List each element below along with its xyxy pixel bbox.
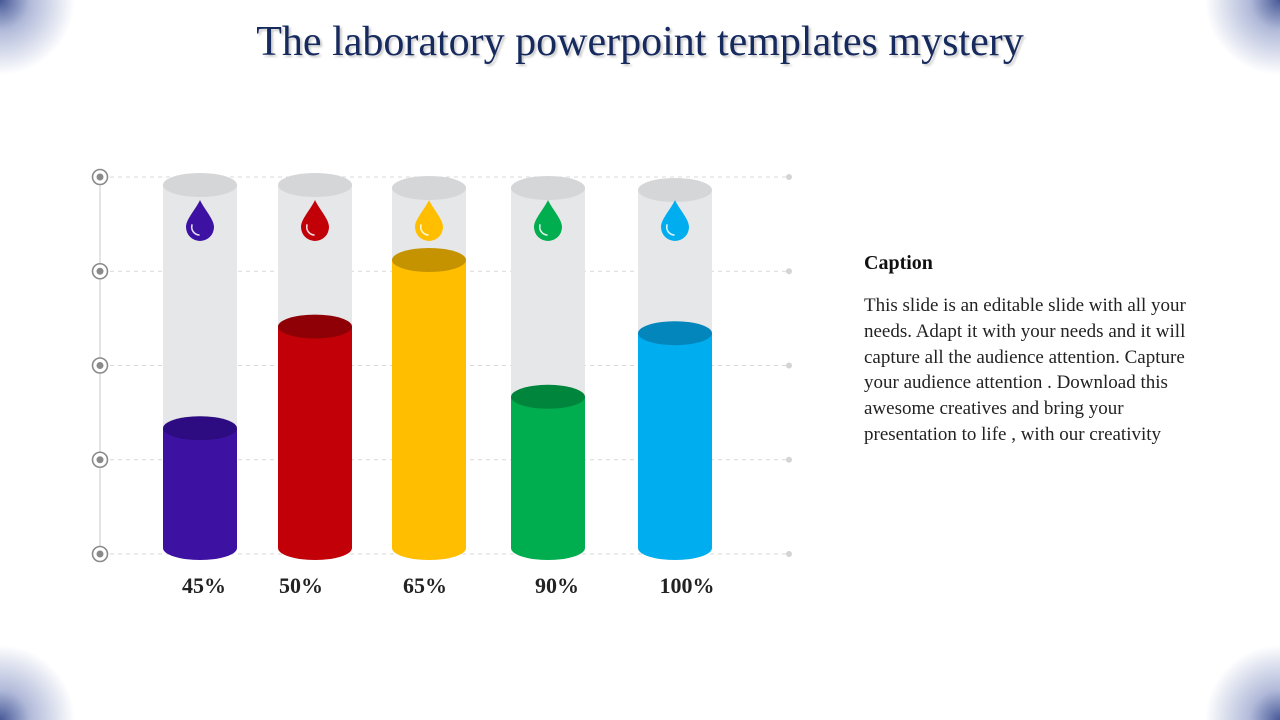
- liquid-top: [278, 314, 352, 339]
- gridline-end-dot: [786, 362, 792, 369]
- tube-cap: [163, 173, 237, 197]
- tube-2: [278, 173, 352, 560]
- liquid-top: [163, 416, 237, 441]
- tube-3: [392, 176, 466, 560]
- tube-1: [163, 173, 237, 560]
- caption-body: This slide is an editable slide with all…: [864, 295, 1186, 445]
- axis-marker-dot: [96, 456, 104, 464]
- tube-cap: [278, 173, 352, 197]
- value-label: 45%: [182, 573, 226, 598]
- gridline-end-dot: [786, 551, 792, 557]
- value-label: 90%: [535, 573, 579, 598]
- labels-layer: 45% 50% 65% 90% 100%: [182, 573, 715, 598]
- tube-cap: [392, 176, 466, 200]
- test-tube-bar-chart: 45% 50% 65% 90% 100%: [91, 168, 792, 598]
- liquid-bar: [163, 428, 237, 548]
- tube-4: [511, 176, 585, 560]
- slide-title: The laboratory powerpoint templates myst…: [256, 19, 1024, 65]
- gridline-end-dot: [786, 268, 792, 275]
- liquid-top: [511, 384, 585, 409]
- liquid-top: [392, 248, 466, 272]
- liquid-bar: [638, 333, 712, 548]
- tube-cap: [511, 176, 585, 200]
- tube-5: [638, 178, 712, 560]
- liquid-bottom: [278, 536, 352, 560]
- axis-marker-dot: [96, 267, 104, 275]
- axis-marker-dot: [96, 550, 104, 558]
- liquid-bar: [278, 326, 352, 548]
- gridline-end-dot: [786, 456, 792, 463]
- tubes-layer: [163, 173, 712, 560]
- value-label: 100%: [660, 573, 715, 598]
- value-label: 50%: [279, 573, 323, 598]
- gridline-end-dot: [786, 174, 792, 180]
- drop-highlight: [665, 224, 675, 236]
- liquid-bottom: [392, 536, 466, 560]
- drop-highlight: [305, 224, 315, 236]
- axis-marker-dot: [96, 173, 104, 181]
- axis-marker-dot: [96, 362, 104, 369]
- liquid-top: [638, 321, 712, 346]
- liquid-bottom: [511, 536, 585, 560]
- liquid-bar: [392, 260, 466, 548]
- drop-highlight: [190, 224, 200, 236]
- caption-heading: Caption: [864, 252, 933, 274]
- drop-highlight: [419, 224, 429, 236]
- liquid-bar: [511, 396, 585, 548]
- liquid-bottom: [638, 536, 712, 560]
- value-label: 65%: [403, 573, 447, 598]
- tube-cap: [638, 178, 712, 202]
- liquid-bottom: [163, 536, 237, 560]
- drop-highlight: [538, 224, 548, 236]
